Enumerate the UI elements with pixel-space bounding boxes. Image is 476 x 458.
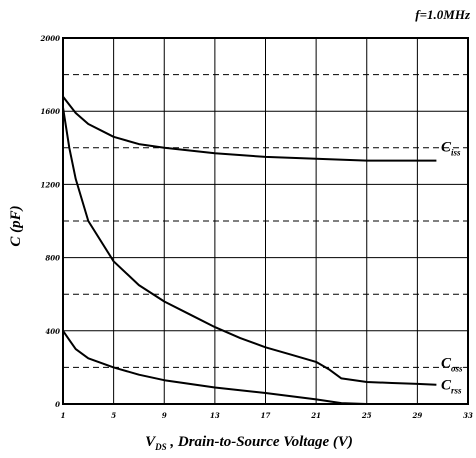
- plot-frame: [62, 37, 469, 405]
- y-tick-label: 2000: [40, 34, 61, 43]
- series-label-sub: rss: [451, 385, 462, 395]
- grid-lines: [63, 38, 468, 404]
- series-label-main: C: [441, 377, 452, 393]
- x-axis-title-sub: DS: [154, 442, 167, 452]
- tick-labels: 1 5 9 13 17 21 25 29 33 0 400 800 1200 1600 2000: [40, 34, 473, 420]
- x-tick-label: 13: [210, 411, 220, 420]
- frequency-annotation: f=1.0MHz: [415, 7, 471, 22]
- x-tick-label: 29: [412, 411, 423, 420]
- y-tick-label: 400: [45, 327, 60, 336]
- series-label-c-iss: Ciss: [441, 139, 461, 157]
- y-tick-label: 0: [55, 400, 60, 409]
- x-tick-label: 1: [61, 411, 66, 420]
- series-label-c-rss: Crss: [441, 377, 462, 395]
- series-label-sub: iss: [451, 147, 461, 157]
- series-label-sub: oss: [451, 363, 463, 373]
- y-tick-label: 1600: [41, 107, 61, 116]
- y-axis-title: C (pF): [8, 205, 24, 246]
- x-tick-label: 25: [361, 411, 372, 420]
- x-axis-title: VDS , Drain-to-Source Voltage (V): [145, 434, 353, 452]
- x-axis-title-main: V: [145, 434, 157, 450]
- x-tick-label: 5: [111, 411, 116, 420]
- x-tick-label: 21: [310, 411, 321, 420]
- y-tick-label: 800: [45, 254, 60, 263]
- x-tick-label: 33: [463, 411, 473, 420]
- y-tick-label: 1200: [41, 180, 61, 189]
- x-tick-label: 9: [162, 411, 167, 420]
- series-line-c-iss: [62, 95, 437, 162]
- x-tick-label: 17: [261, 411, 271, 420]
- series-label-c-oss: Coss: [441, 355, 463, 373]
- series-line-c-oss: [62, 107, 437, 386]
- x-axis-title-rest: , Drain-to-Source Voltage (V): [167, 434, 353, 450]
- series-label-main: C: [441, 139, 452, 155]
- series-lines: [62, 95, 437, 405]
- series-label-main: C: [441, 355, 452, 371]
